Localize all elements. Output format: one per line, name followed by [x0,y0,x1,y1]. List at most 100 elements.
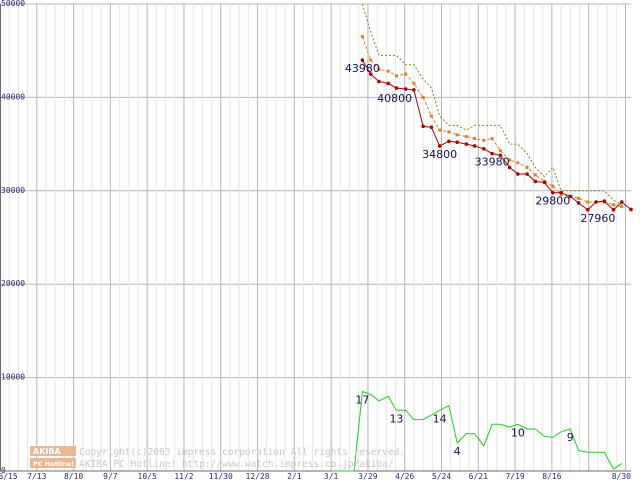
logo-badge-bottom [30,458,76,468]
series-point [360,58,365,63]
series-layer [331,3,633,472]
series-point [455,140,459,145]
series-point [594,200,598,204]
x-tick-label: 11/30 [209,472,233,480]
y-tick-label: 50000 [1,0,25,8]
logo-text-bottom: PC Hotline! [33,460,74,468]
data-label: 27960 [580,212,615,225]
series-point [490,151,494,156]
series-point [525,172,529,176]
series-point [386,69,390,73]
series-point [498,153,503,158]
site-url-text: AKIBA PC Hotline! http://www.watch.impre… [79,459,394,470]
series-point [438,128,442,132]
series-line-1 [361,36,622,208]
series-point [360,35,364,39]
data-label: 33980 [475,156,510,169]
footer: AKIBA PC Hotline! Copyright(c)2003 impre… [30,446,405,470]
series-point [559,193,563,197]
data-label: 29800 [535,195,570,208]
y-tick-label: 40000 [1,92,25,101]
series-point [498,149,502,153]
series-point [472,144,477,148]
series-point [429,114,433,118]
x-tick-label: 5/24 [432,472,451,480]
data-label: 13 [389,412,403,425]
series-point [394,74,398,78]
x-tick-label: 10/5 [138,472,157,480]
series-point [586,200,590,204]
y-tick-label: 20000 [1,279,25,288]
data-label: 9 [567,431,574,444]
series-point [447,139,451,144]
series-point [377,67,381,71]
series-point [577,196,581,200]
series-point [525,165,529,169]
data-label: 14 [433,412,447,425]
series-point [629,207,633,212]
x-tick-label: 6/21 [469,472,488,480]
series-point [516,161,520,165]
x-tick-label: 4/26 [395,472,414,480]
series-line-0 [361,3,623,206]
series-point [620,200,624,204]
series-point [585,208,590,212]
x-tick-label: 8/30 [612,472,631,480]
series-point [482,146,486,151]
logo-text-top: AKIBA [33,447,61,456]
series-point [490,136,494,140]
data-label: 10 [511,426,525,439]
series-point [611,208,616,212]
x-tick-label: 6/15 [0,472,18,480]
data-label: 17 [355,394,369,407]
series-point [533,179,538,184]
x-tick-label: 12/28 [246,472,270,480]
data-label: 43980 [345,62,380,75]
x-tick-label: 3/29 [358,472,377,480]
series-point [551,190,555,195]
series-point [421,95,425,99]
y-tick-label: 10000 [1,373,25,382]
series-point [412,81,416,85]
series-point [516,172,520,176]
series-point [551,184,555,188]
series-point [576,201,581,205]
x-tick-label: 7/19 [505,472,524,480]
series-point [368,72,373,76]
series-point [404,72,408,76]
series-point [412,88,416,92]
series-point [533,173,537,177]
series-point [369,58,373,62]
series-point [464,142,469,146]
copyright-text: Copyright(c)2003 impress corporation All… [79,447,405,458]
data-labels: 43980 40800 34800 33980 29800 27960 17 13 14 4 10 9 [345,62,615,458]
series-point [437,144,442,148]
x-tick-label: 11/2 [174,472,193,480]
series-point [602,199,607,203]
series-point [482,138,486,142]
series-point [455,133,459,137]
series-point [612,203,616,207]
data-label: 4 [454,445,461,458]
series-point [568,194,573,199]
series-point [620,205,624,209]
data-label: 34800 [422,148,457,161]
series-point [542,180,547,185]
x-tick-label: 2/1 [287,472,302,480]
grid-lines [0,3,631,472]
series-point [447,130,451,134]
series-point [464,135,468,139]
series-point [508,158,512,162]
x-tick-label: 9/7 [103,472,118,480]
series-point [421,124,425,129]
y-tick-label: 30000 [1,186,25,195]
x-tick-label: 8/10 [64,472,83,480]
series-point [386,81,390,86]
data-label: 40800 [377,92,412,105]
series-point [394,86,399,90]
series-point [377,79,381,84]
x-tick-label: 3/1 [324,472,339,480]
series-point [473,136,477,140]
